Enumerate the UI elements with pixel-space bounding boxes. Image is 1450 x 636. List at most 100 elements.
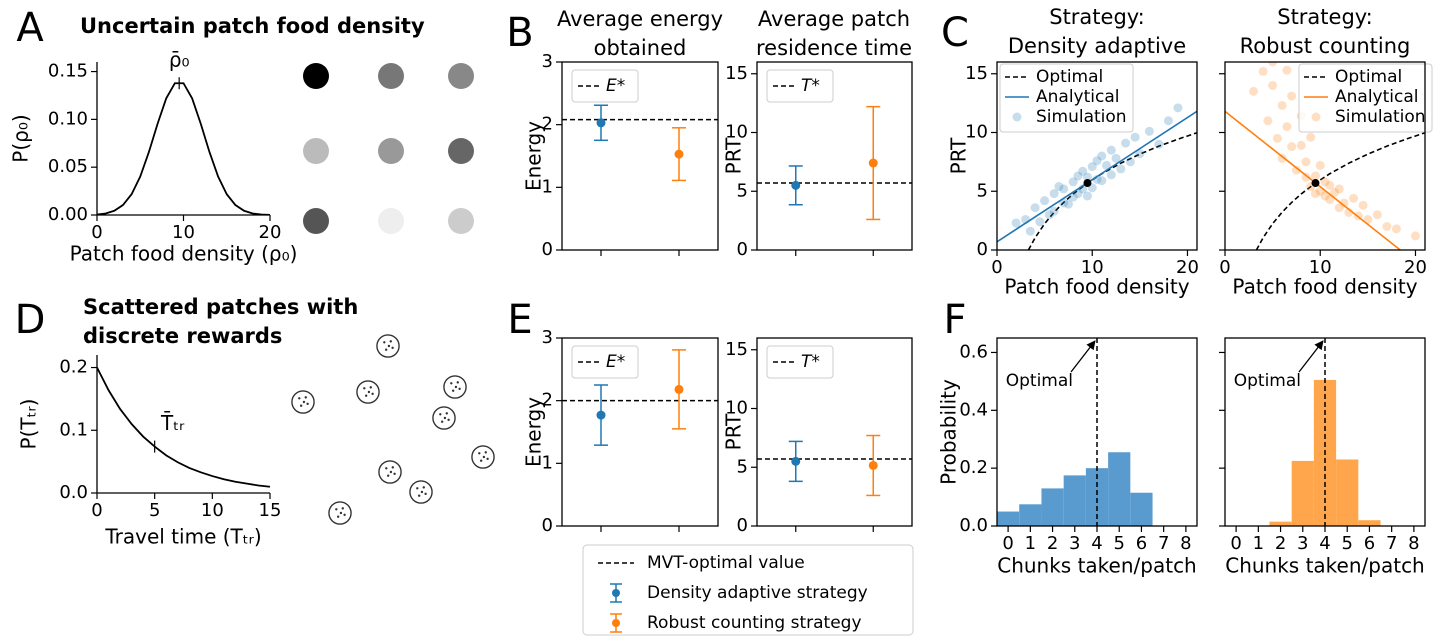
panel: D Scattered patches with discrete rewards P… (15, 295, 359, 549)
bar (1085, 468, 1109, 526)
scatter-point (1410, 231, 1420, 241)
x-tick-label: 10 (1309, 257, 1332, 278)
scatter-point (1334, 184, 1344, 194)
scatter-point (1059, 198, 1069, 208)
y-axis-label: Probability (937, 379, 961, 485)
legend-label: Robust counting strategy (647, 613, 862, 633)
scatter-point (1068, 177, 1078, 187)
y-tick-label: 0.2 (959, 457, 988, 478)
x-axis-label: Chunks taken/patch (997, 554, 1197, 578)
scatter-point (1315, 186, 1325, 196)
x-axis-label: Patch food density (1232, 275, 1417, 299)
y-tick-label: 0 (737, 239, 748, 260)
chart-title: Strategy: (1049, 5, 1145, 29)
panel-label: E (507, 297, 532, 343)
x-tick-label: 2 (1047, 533, 1058, 554)
scatter-point (1068, 192, 1078, 202)
legend-label: Optimal (1036, 67, 1103, 87)
series-line (997, 110, 1197, 243)
x-tick-label: 0 (1219, 257, 1230, 278)
panel-label: D (15, 297, 46, 343)
bar (1358, 520, 1381, 526)
y-axis-label: PRT (722, 137, 746, 175)
scatter-point (1078, 166, 1088, 176)
x-tick-label: 0 (991, 257, 1002, 278)
scatter-point (1287, 142, 1297, 152)
scatter-point (1116, 164, 1126, 174)
annotation: Optimal (1234, 371, 1301, 391)
y-tick-label: 0.05 (48, 156, 88, 177)
x-tick-label: 5 (1341, 533, 1352, 554)
x-axis-label: Chunks taken/patch (1225, 554, 1425, 578)
annotation: T̄ₜᵣ (160, 410, 185, 435)
y-tick-label: 1 (542, 452, 553, 473)
patch-icons (291, 334, 495, 525)
scatter-point (1330, 187, 1340, 197)
axis-frame (756, 337, 913, 527)
scatter-point (1372, 210, 1382, 220)
y-tick-label: 0.6 (959, 341, 988, 362)
density-dots (303, 63, 474, 234)
legend-marker (612, 619, 620, 627)
chart-title: Robust counting (1240, 34, 1411, 58)
line (97, 82, 270, 215)
scatter-point (1382, 222, 1392, 231)
scatter-point (1073, 171, 1083, 181)
y-axis-label: PRT (947, 137, 971, 175)
annotation: Optimal (1006, 371, 1073, 391)
legend-label: E* (606, 76, 625, 96)
axis-frame (756, 61, 913, 251)
x-tick-label: 0 (1230, 533, 1241, 554)
point (596, 118, 606, 128)
scatter-point (1349, 193, 1359, 203)
axis-frame (1224, 61, 1426, 251)
legend-label: Simulation (1335, 107, 1426, 127)
scatter-point (1121, 138, 1131, 148)
scatter-point (1135, 149, 1145, 159)
scatter-point (1268, 81, 1278, 90)
x-tick-label: 20 (1404, 257, 1427, 278)
y-axis-label: PRT (722, 413, 746, 451)
y-tick-label: 0.15 (48, 61, 88, 82)
scatter-point (1021, 214, 1031, 224)
panel: PRT 0 5 10 15 T* (722, 337, 913, 536)
x-tick-label: 3 (1069, 533, 1080, 554)
x-tick-label: 7 (1386, 533, 1397, 554)
chart-title: Uncertain patch food density (80, 14, 425, 38)
panel-label: B (506, 10, 533, 56)
scatter-point (1092, 156, 1102, 166)
bar (1019, 504, 1042, 526)
legend-box (1298, 63, 1433, 133)
point (674, 149, 684, 159)
axis-frame (1224, 337, 1426, 527)
axis-frame (996, 337, 1198, 527)
bar (1063, 475, 1086, 526)
legend-marker (1311, 112, 1321, 122)
scatter-point (1011, 218, 1021, 228)
scatter-point (1320, 191, 1330, 201)
panel: Strategy: Robust counting Patch food densi… (1219, 5, 1433, 299)
scatter-point (1249, 86, 1259, 96)
line (97, 367, 270, 488)
scatter-point (1315, 160, 1325, 170)
scatter-point (1277, 100, 1287, 110)
scatter-point (1144, 126, 1154, 136)
point (674, 384, 684, 394)
scatter-point (1097, 176, 1107, 186)
legend-label: Density adaptive strategy (647, 583, 868, 603)
plot-area (1269, 338, 1381, 526)
legend-label: T* (801, 76, 820, 96)
annotation: ρ̄₀ (169, 48, 190, 72)
x-tick-label: 20 (1176, 257, 1199, 278)
y-tick-label: 3 (542, 51, 553, 72)
x-axis-label: Patch food density (1004, 275, 1189, 299)
scatter-point (1173, 103, 1183, 113)
scatter-point (1049, 206, 1059, 216)
chart-title: Strategy: (1277, 5, 1373, 29)
y-tick-label: 0.0 (959, 515, 988, 536)
scatter-point (1102, 160, 1112, 170)
chart-title: discrete rewards (83, 324, 282, 348)
scatter-point (1334, 203, 1344, 213)
scatter-point (1130, 132, 1140, 142)
